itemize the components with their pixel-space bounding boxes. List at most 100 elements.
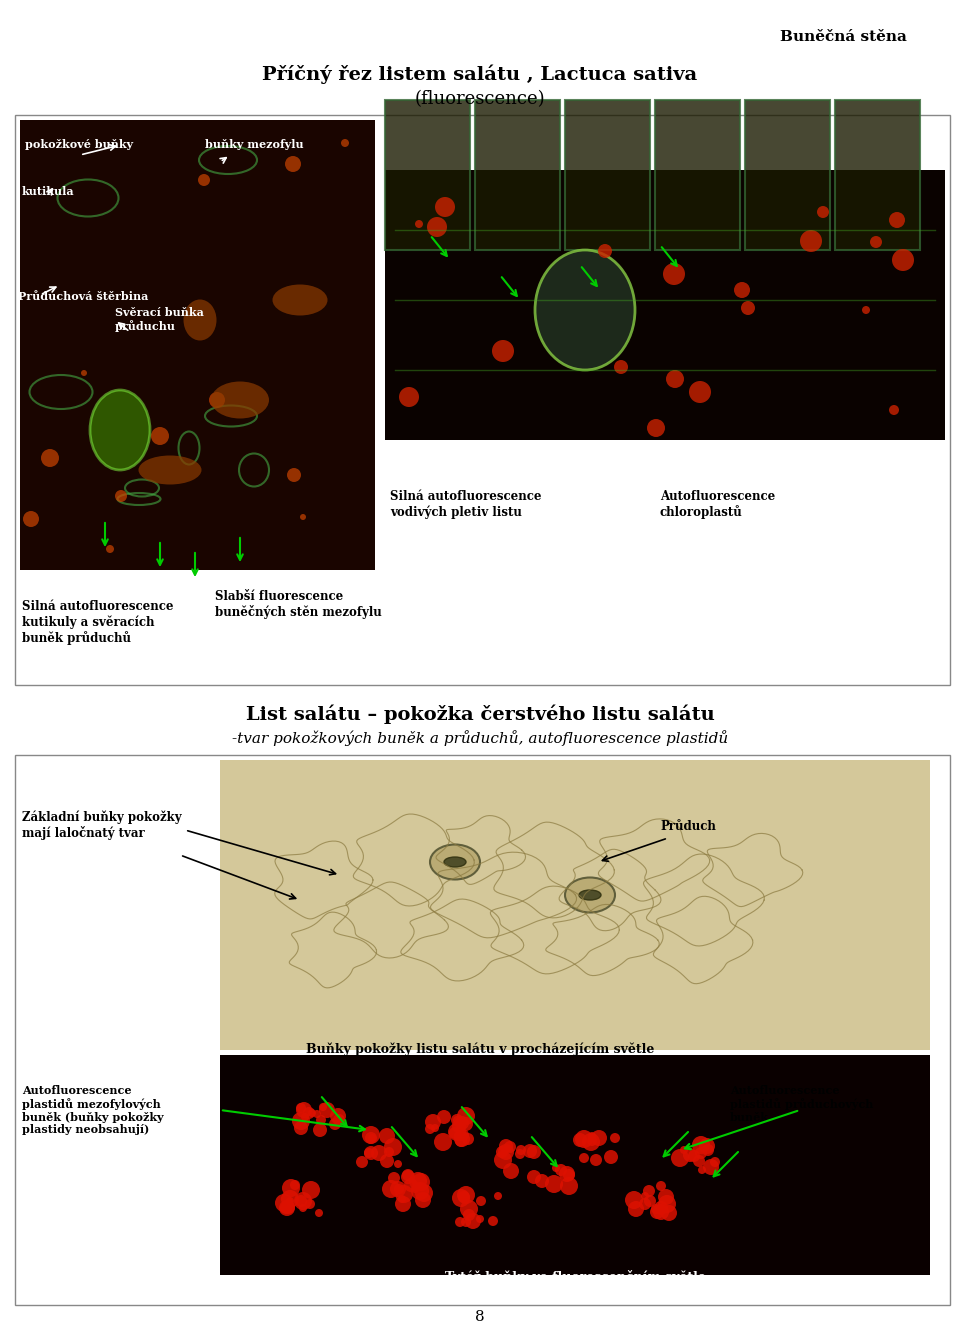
Circle shape bbox=[401, 1169, 415, 1184]
Circle shape bbox=[698, 1165, 706, 1173]
Bar bbox=[385, 170, 945, 440]
Text: Průduch: Průduch bbox=[660, 820, 716, 834]
Circle shape bbox=[817, 206, 829, 218]
Circle shape bbox=[290, 1180, 300, 1189]
Circle shape bbox=[115, 490, 127, 502]
Circle shape bbox=[296, 1103, 312, 1119]
Circle shape bbox=[656, 1181, 666, 1191]
Circle shape bbox=[388, 1172, 400, 1184]
Circle shape bbox=[371, 1145, 387, 1161]
Circle shape bbox=[412, 1173, 430, 1191]
Circle shape bbox=[455, 1116, 469, 1131]
Circle shape bbox=[614, 360, 628, 375]
FancyBboxPatch shape bbox=[835, 100, 920, 250]
Circle shape bbox=[384, 1139, 402, 1156]
Circle shape bbox=[315, 1210, 323, 1218]
Circle shape bbox=[610, 1133, 620, 1143]
Circle shape bbox=[425, 1124, 435, 1135]
Circle shape bbox=[302, 1181, 320, 1199]
Ellipse shape bbox=[183, 300, 217, 340]
Circle shape bbox=[301, 1113, 309, 1121]
Circle shape bbox=[390, 1181, 406, 1198]
Circle shape bbox=[451, 1115, 463, 1127]
Circle shape bbox=[663, 264, 685, 285]
Circle shape bbox=[476, 1196, 486, 1206]
Circle shape bbox=[598, 244, 612, 258]
Circle shape bbox=[555, 1164, 567, 1176]
Ellipse shape bbox=[565, 878, 615, 913]
Text: pokožkové buňky: pokožkové buňky bbox=[25, 139, 133, 150]
Circle shape bbox=[650, 1206, 664, 1219]
Circle shape bbox=[275, 1193, 293, 1212]
Bar bbox=[220, 760, 930, 1050]
Text: Silná autofluorescence
vodivých pletiv listu: Silná autofluorescence vodivých pletiv l… bbox=[390, 490, 541, 519]
Circle shape bbox=[395, 1185, 413, 1203]
FancyBboxPatch shape bbox=[565, 100, 650, 250]
Circle shape bbox=[303, 1107, 315, 1119]
Circle shape bbox=[889, 211, 905, 227]
Circle shape bbox=[688, 1149, 700, 1161]
Circle shape bbox=[523, 1144, 537, 1157]
Circle shape bbox=[411, 1185, 419, 1193]
Text: Příčný řez listem salátu , Lactuca sativa: Příčný řez listem salátu , Lactuca sativ… bbox=[262, 66, 698, 84]
Bar bbox=[20, 120, 375, 570]
FancyBboxPatch shape bbox=[655, 100, 740, 250]
Circle shape bbox=[384, 1147, 394, 1157]
Circle shape bbox=[23, 511, 39, 527]
FancyBboxPatch shape bbox=[385, 100, 470, 250]
Circle shape bbox=[395, 1196, 411, 1212]
Circle shape bbox=[365, 1132, 377, 1144]
Circle shape bbox=[415, 219, 423, 227]
Circle shape bbox=[496, 1147, 508, 1157]
Circle shape bbox=[435, 197, 455, 217]
Circle shape bbox=[710, 1157, 720, 1167]
Circle shape bbox=[398, 1195, 406, 1203]
Circle shape bbox=[394, 1184, 404, 1193]
Ellipse shape bbox=[138, 455, 202, 484]
Circle shape bbox=[693, 1155, 705, 1167]
Circle shape bbox=[699, 1139, 715, 1153]
Circle shape bbox=[316, 1115, 326, 1125]
Text: Svěrací buňka
průduchu: Svěrací buňka průduchu bbox=[115, 308, 204, 332]
Circle shape bbox=[409, 1172, 427, 1189]
Text: (fluorescence): (fluorescence) bbox=[415, 90, 545, 108]
Text: kutikula: kutikula bbox=[22, 186, 75, 197]
Circle shape bbox=[399, 387, 419, 407]
Circle shape bbox=[457, 1107, 475, 1125]
Circle shape bbox=[651, 1204, 661, 1214]
Circle shape bbox=[702, 1144, 714, 1156]
Circle shape bbox=[287, 468, 301, 482]
Circle shape bbox=[333, 1115, 345, 1127]
Circle shape bbox=[364, 1147, 378, 1160]
Circle shape bbox=[644, 1195, 656, 1207]
Ellipse shape bbox=[444, 858, 466, 867]
Circle shape bbox=[643, 1185, 655, 1198]
Text: Průduchová štěrbina: Průduchová štěrbina bbox=[18, 290, 149, 302]
Circle shape bbox=[198, 174, 210, 186]
Bar bbox=[220, 1054, 930, 1275]
Circle shape bbox=[579, 1153, 589, 1163]
Circle shape bbox=[800, 230, 822, 252]
Text: List salátu – pokožka čerstvého listu salátu: List salátu – pokožka čerstvého listu sa… bbox=[246, 705, 714, 724]
Circle shape bbox=[455, 1218, 465, 1227]
FancyBboxPatch shape bbox=[745, 100, 830, 250]
Circle shape bbox=[282, 1179, 300, 1198]
Circle shape bbox=[459, 1117, 473, 1131]
Circle shape bbox=[639, 1198, 651, 1210]
Circle shape bbox=[488, 1216, 498, 1226]
Text: Slabší fluorescence
buněčných stěn mezofylu: Slabší fluorescence buněčných stěn mezof… bbox=[215, 590, 382, 619]
Circle shape bbox=[499, 1139, 513, 1153]
Circle shape bbox=[516, 1145, 526, 1155]
Circle shape bbox=[560, 1177, 578, 1195]
Circle shape bbox=[427, 217, 447, 237]
Circle shape bbox=[151, 427, 169, 446]
Circle shape bbox=[425, 1115, 441, 1131]
Circle shape bbox=[625, 1191, 643, 1210]
Ellipse shape bbox=[211, 381, 269, 419]
FancyBboxPatch shape bbox=[15, 755, 950, 1305]
Circle shape bbox=[341, 139, 349, 147]
Text: 8: 8 bbox=[475, 1310, 485, 1325]
Circle shape bbox=[313, 1111, 321, 1119]
Text: Autofluorescence
chloroplastů: Autofluorescence chloroplastů bbox=[660, 490, 776, 519]
Circle shape bbox=[379, 1128, 395, 1144]
